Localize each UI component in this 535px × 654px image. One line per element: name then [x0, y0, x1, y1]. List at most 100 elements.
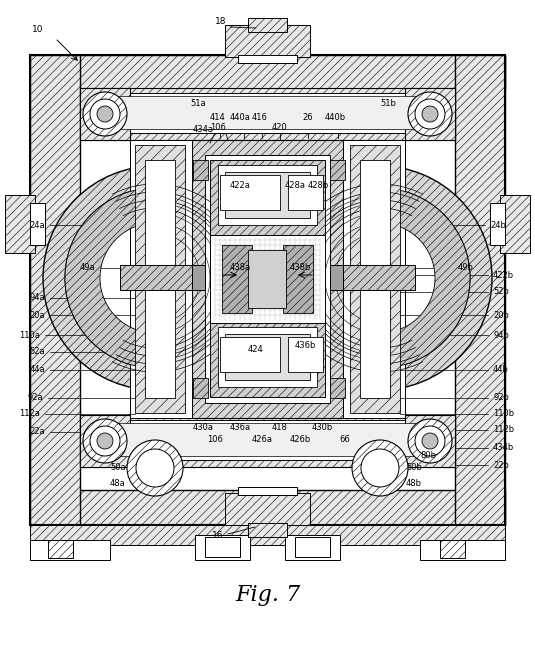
Text: 112b: 112b: [493, 426, 514, 434]
Bar: [285, 535, 340, 560]
Text: 44b: 44b: [493, 366, 509, 375]
Circle shape: [352, 440, 408, 496]
Bar: [30, 540, 110, 560]
Bar: [30, 55, 505, 525]
Bar: [205, 537, 240, 557]
Bar: [350, 145, 400, 413]
Bar: [330, 160, 345, 180]
Text: 92b: 92b: [493, 394, 509, 402]
Bar: [330, 378, 345, 398]
Bar: [248, 523, 287, 537]
Text: 434a: 434a: [193, 126, 214, 135]
Bar: [30, 55, 505, 90]
Circle shape: [90, 99, 120, 129]
Text: 424: 424: [247, 345, 263, 354]
Polygon shape: [65, 188, 183, 368]
Text: 51b: 51b: [380, 99, 396, 109]
Circle shape: [83, 92, 127, 136]
Bar: [248, 18, 287, 32]
Polygon shape: [352, 188, 470, 368]
Text: 24b: 24b: [490, 220, 506, 230]
Circle shape: [127, 440, 183, 496]
Text: 110b: 110b: [493, 409, 514, 419]
Bar: [283, 245, 313, 313]
Circle shape: [268, 166, 492, 390]
Text: 428b: 428b: [308, 181, 328, 190]
Bar: [238, 55, 297, 63]
Text: 426a: 426a: [251, 436, 272, 445]
Bar: [222, 245, 252, 313]
Text: 440b: 440b: [324, 114, 346, 122]
Bar: [405, 415, 455, 467]
Bar: [30, 525, 505, 545]
Bar: [295, 537, 330, 557]
Text: 426b: 426b: [289, 436, 311, 445]
Bar: [103, 420, 433, 460]
Bar: [195, 535, 250, 560]
Text: 20b: 20b: [493, 311, 509, 320]
Text: 44a: 44a: [29, 366, 45, 375]
Text: 50b: 50b: [406, 464, 422, 472]
Bar: [80, 88, 455, 140]
Circle shape: [65, 188, 245, 368]
Bar: [192, 265, 205, 290]
Bar: [110, 96, 426, 129]
Bar: [220, 337, 280, 372]
Text: 434b: 434b: [493, 443, 514, 453]
Text: 20a: 20a: [29, 311, 45, 320]
Bar: [210, 160, 325, 235]
Bar: [420, 540, 505, 560]
Bar: [103, 93, 433, 133]
Circle shape: [415, 426, 445, 456]
Text: 430a: 430a: [193, 424, 214, 432]
Bar: [343, 265, 415, 290]
Text: 422b: 422b: [493, 271, 514, 279]
Bar: [343, 140, 405, 418]
Bar: [30, 490, 505, 525]
Text: 48b: 48b: [406, 479, 422, 487]
Bar: [80, 415, 130, 467]
Text: 420: 420: [272, 124, 288, 133]
Bar: [218, 327, 317, 387]
Text: 49a: 49a: [79, 264, 95, 273]
Bar: [5, 195, 35, 253]
Text: 436b: 436b: [294, 341, 316, 349]
Text: 438a: 438a: [230, 264, 250, 273]
Text: 48a: 48a: [110, 479, 126, 487]
Text: 418: 418: [272, 424, 288, 432]
Circle shape: [361, 449, 399, 487]
Text: 26: 26: [303, 114, 314, 122]
Circle shape: [422, 433, 438, 449]
Circle shape: [136, 449, 174, 487]
Text: 430b: 430b: [311, 424, 333, 432]
Text: 50a: 50a: [110, 464, 126, 472]
Bar: [238, 487, 297, 495]
Bar: [193, 378, 208, 398]
Circle shape: [43, 166, 267, 390]
Bar: [210, 235, 325, 323]
Circle shape: [408, 92, 452, 136]
Circle shape: [83, 419, 127, 463]
Text: 24a: 24a: [29, 220, 45, 230]
Text: 10: 10: [32, 26, 43, 35]
Bar: [490, 203, 505, 245]
Text: 110a: 110a: [19, 330, 40, 339]
Text: 112a: 112a: [19, 409, 40, 419]
Text: 436a: 436a: [230, 424, 250, 432]
Text: 18: 18: [215, 18, 226, 27]
Text: 416: 416: [252, 114, 268, 122]
Text: 92a: 92a: [27, 394, 43, 402]
Bar: [360, 160, 390, 398]
Bar: [110, 423, 426, 456]
Circle shape: [97, 106, 113, 122]
Bar: [288, 175, 323, 210]
Text: 428a: 428a: [285, 181, 305, 190]
Bar: [225, 334, 310, 380]
Circle shape: [97, 433, 113, 449]
Bar: [225, 493, 310, 525]
Bar: [80, 415, 455, 467]
Bar: [225, 172, 310, 218]
Text: 49b: 49b: [458, 264, 474, 273]
Text: 94a: 94a: [29, 294, 45, 303]
Bar: [30, 203, 45, 245]
